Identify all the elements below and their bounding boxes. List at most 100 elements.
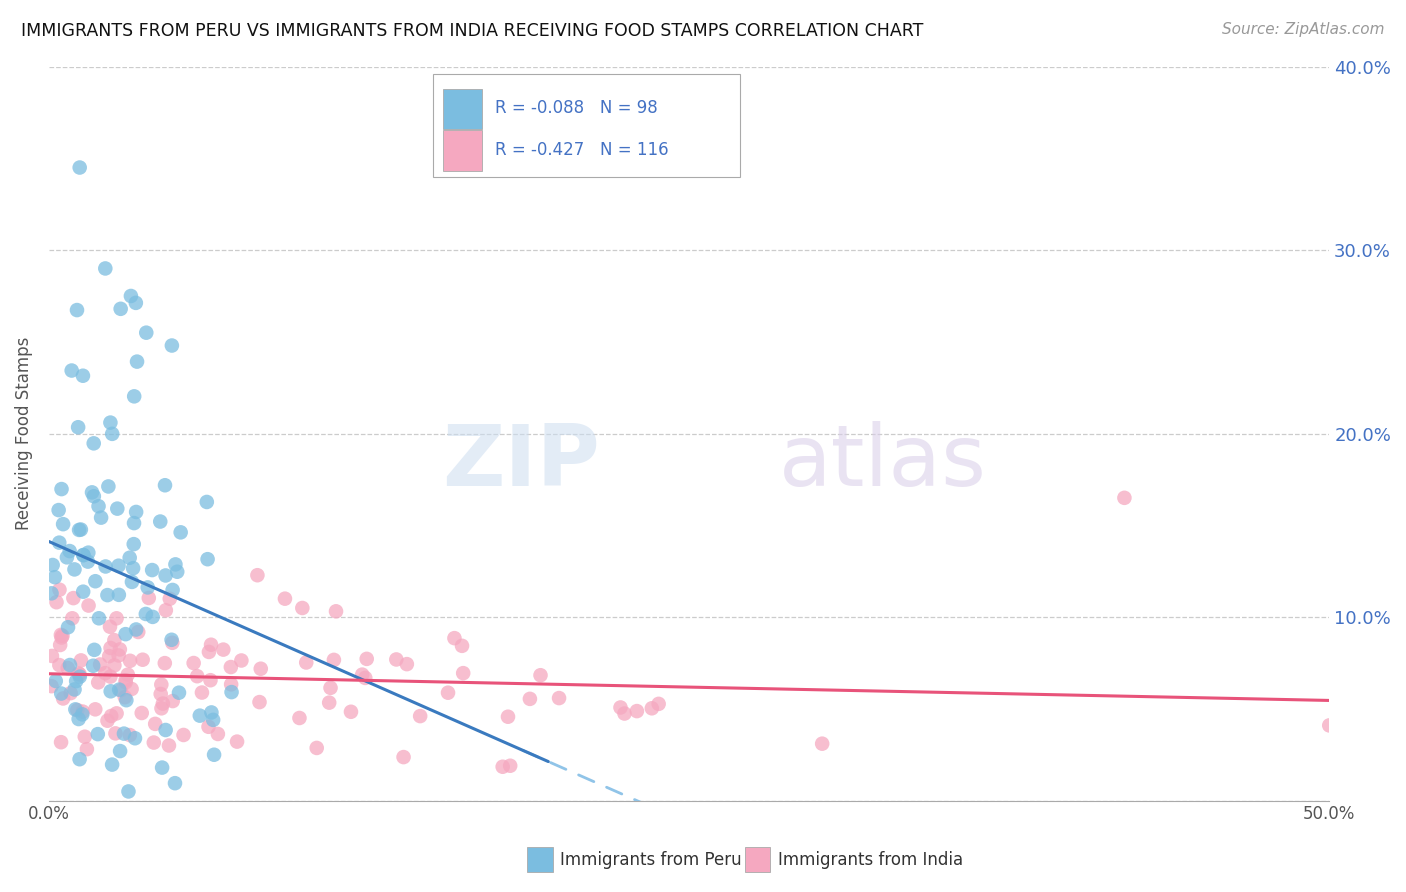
- Point: [96, 714, 118, 728]
- Point: [249, 695, 271, 709]
- Point: [1317, 718, 1340, 732]
- Point: [62, 591, 84, 606]
- Point: [136, 581, 159, 595]
- Text: IMMIGRANTS FROM PERU VS IMMIGRANTS FROM INDIA RECEIVING FOOD STAMPS CORRELATION : IMMIGRANTS FROM PERU VS IMMIGRANTS FROM …: [21, 22, 924, 40]
- Point: [72, 368, 94, 383]
- Point: [100, 684, 122, 698]
- Point: [83, 643, 105, 657]
- Point: [67, 420, 90, 434]
- Point: [153, 656, 176, 670]
- Point: [48, 535, 70, 549]
- Point: [52, 691, 75, 706]
- Point: [166, 565, 188, 579]
- Text: atlas: atlas: [779, 422, 987, 505]
- Point: [451, 639, 474, 653]
- Point: [67, 712, 90, 726]
- Point: [149, 687, 172, 701]
- Point: [138, 591, 160, 605]
- Point: [87, 611, 110, 625]
- Point: [41, 679, 63, 693]
- Point: [125, 296, 148, 310]
- Text: R = -0.088   N = 98: R = -0.088 N = 98: [495, 99, 657, 118]
- Text: Source: ZipAtlas.com: Source: ZipAtlas.com: [1222, 22, 1385, 37]
- Point: [274, 591, 297, 606]
- Point: [162, 582, 184, 597]
- Point: [105, 611, 128, 625]
- Point: [186, 669, 208, 683]
- Point: [219, 677, 242, 691]
- Point: [152, 697, 174, 711]
- Point: [96, 588, 118, 602]
- Point: [51, 629, 73, 643]
- Point: [76, 742, 98, 756]
- Point: [49, 628, 72, 642]
- Point: [118, 728, 141, 742]
- Point: [73, 730, 96, 744]
- Point: [117, 667, 139, 681]
- Y-axis label: Receiving Food Stamps: Receiving Food Stamps: [15, 337, 32, 531]
- Point: [319, 681, 342, 695]
- Point: [120, 289, 142, 303]
- Point: [66, 703, 89, 717]
- Point: [160, 338, 183, 352]
- Point: [135, 326, 157, 340]
- Point: [59, 544, 82, 558]
- Point: [125, 354, 148, 368]
- Point: [392, 750, 415, 764]
- Point: [59, 658, 82, 673]
- Point: [167, 686, 190, 700]
- Point: [122, 516, 145, 530]
- Point: [103, 633, 125, 648]
- Point: [395, 657, 418, 672]
- Point: [143, 717, 166, 731]
- Point: [110, 301, 132, 316]
- Point: [613, 706, 636, 721]
- Point: [318, 696, 340, 710]
- Point: [112, 726, 135, 740]
- Text: R = -0.427   N = 116: R = -0.427 N = 116: [495, 141, 668, 160]
- Point: [356, 652, 378, 666]
- Point: [150, 677, 173, 691]
- Point: [59, 686, 82, 700]
- Point: [288, 711, 311, 725]
- Point: [56, 620, 79, 634]
- Point: [70, 653, 93, 667]
- Point: [200, 706, 222, 720]
- Point: [117, 784, 139, 798]
- Point: [305, 740, 328, 755]
- Point: [437, 686, 460, 700]
- Point: [60, 363, 83, 377]
- Point: [352, 667, 374, 681]
- Point: [492, 760, 515, 774]
- Point: [48, 658, 70, 673]
- Point: [51, 631, 73, 645]
- Point: [69, 670, 91, 684]
- Point: [51, 482, 73, 496]
- Point: [45, 595, 67, 609]
- Point: [626, 704, 648, 718]
- Point: [98, 620, 121, 634]
- Point: [69, 752, 91, 766]
- Point: [107, 648, 129, 663]
- Point: [322, 653, 344, 667]
- Point: [202, 747, 225, 762]
- Point: [149, 515, 172, 529]
- Point: [221, 685, 243, 699]
- Point: [121, 681, 143, 696]
- Point: [65, 674, 87, 689]
- Point: [66, 303, 89, 318]
- Point: [108, 588, 131, 602]
- Point: [811, 737, 834, 751]
- Point: [56, 550, 79, 565]
- Point: [72, 707, 94, 722]
- Point: [340, 705, 363, 719]
- Point: [183, 656, 205, 670]
- Point: [142, 610, 165, 624]
- Point: [87, 675, 110, 690]
- Point: [87, 499, 110, 513]
- Point: [118, 550, 141, 565]
- Point: [135, 607, 157, 621]
- Point: [41, 586, 63, 600]
- Point: [94, 261, 117, 276]
- Point: [103, 658, 125, 673]
